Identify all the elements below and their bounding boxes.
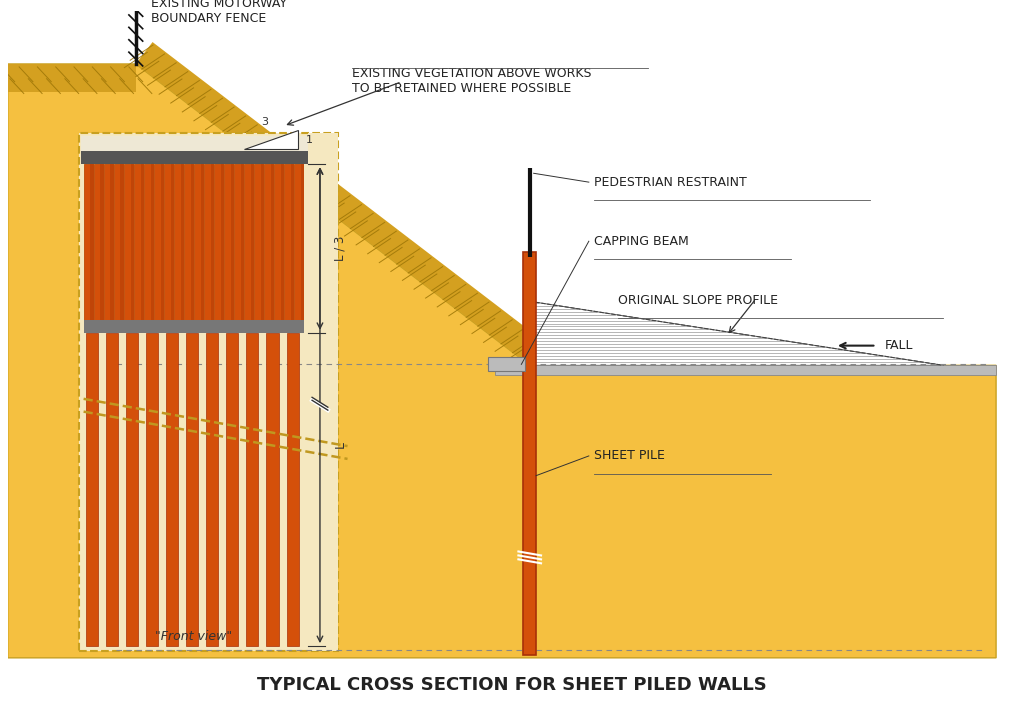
Bar [244,164,251,320]
Bar [291,164,294,320]
Bar [184,164,190,320]
Bar [121,164,124,320]
Bar [206,333,218,646]
Bar [180,164,184,320]
Bar [90,164,93,320]
Text: CAPPING BEAM: CAPPING BEAM [594,235,688,248]
Bar [164,164,171,320]
Bar [111,164,114,320]
Text: 3: 3 [261,117,268,127]
Bar [264,164,271,320]
Polygon shape [136,42,547,365]
Bar [174,164,180,320]
Text: 1: 1 [306,135,313,145]
Bar [247,333,258,646]
Bar [487,357,525,371]
Bar [100,164,103,320]
Bar [254,164,261,320]
Bar [266,333,279,646]
Bar [106,333,118,646]
Bar [186,333,199,646]
Text: L: L [334,441,347,448]
Bar [274,164,281,320]
Polygon shape [8,64,996,658]
Bar [201,164,204,320]
Bar [190,164,194,320]
Bar [84,164,304,320]
Bar [496,365,996,375]
Bar [154,164,161,320]
Bar [84,164,90,320]
Bar [234,164,241,320]
Bar [86,333,98,646]
Bar [79,133,338,651]
Bar [261,164,264,320]
Text: FALL: FALL [885,339,912,352]
Bar [124,164,130,320]
Bar [93,164,100,320]
Bar [171,164,174,320]
Bar [151,164,154,320]
Bar [226,333,239,646]
Bar [166,333,178,646]
Bar [161,164,164,320]
Bar [81,136,308,151]
Text: EXISTING VEGETATION ABOVE WORKS
TO BE RETAINED WHERE POSSIBLE: EXISTING VEGETATION ABOVE WORKS TO BE RE… [352,67,592,95]
Bar [251,164,254,320]
Bar [130,164,134,320]
Bar [224,164,230,320]
Bar [523,252,537,655]
Polygon shape [529,301,943,365]
Text: SHEET PILE: SHEET PILE [594,449,665,462]
Polygon shape [244,130,298,149]
Polygon shape [8,64,136,92]
Bar [284,164,291,320]
Text: TYPICAL CROSS SECTION FOR SHEET PILED WALLS: TYPICAL CROSS SECTION FOR SHEET PILED WA… [257,676,767,694]
Bar [281,164,284,320]
Bar [84,320,304,333]
Bar [114,164,121,320]
Bar [308,133,338,651]
Bar [294,164,301,320]
Bar [287,333,299,646]
Text: "Front view": "Front view" [155,630,232,643]
Bar [146,333,158,646]
Bar [211,164,214,320]
Bar [126,333,138,646]
Text: ORIGINAL SLOPE PROFILE: ORIGINAL SLOPE PROFILE [618,294,778,307]
Bar [81,151,308,164]
Text: PEDESTRIAN RESTRAINT: PEDESTRIAN RESTRAINT [594,176,746,189]
Bar [241,164,244,320]
Text: EXISTING MOTORWAY
BOUNDARY FENCE: EXISTING MOTORWAY BOUNDARY FENCE [151,0,287,25]
Bar [271,164,274,320]
Bar [230,164,234,320]
Bar [301,164,304,320]
Bar [204,164,211,320]
Bar [221,164,224,320]
Bar [214,164,221,320]
Bar [143,164,151,320]
Bar [84,333,304,646]
Bar [194,164,201,320]
Bar [134,164,140,320]
Text: L / 3: L / 3 [334,236,347,261]
Bar [103,164,111,320]
Bar [140,164,143,320]
